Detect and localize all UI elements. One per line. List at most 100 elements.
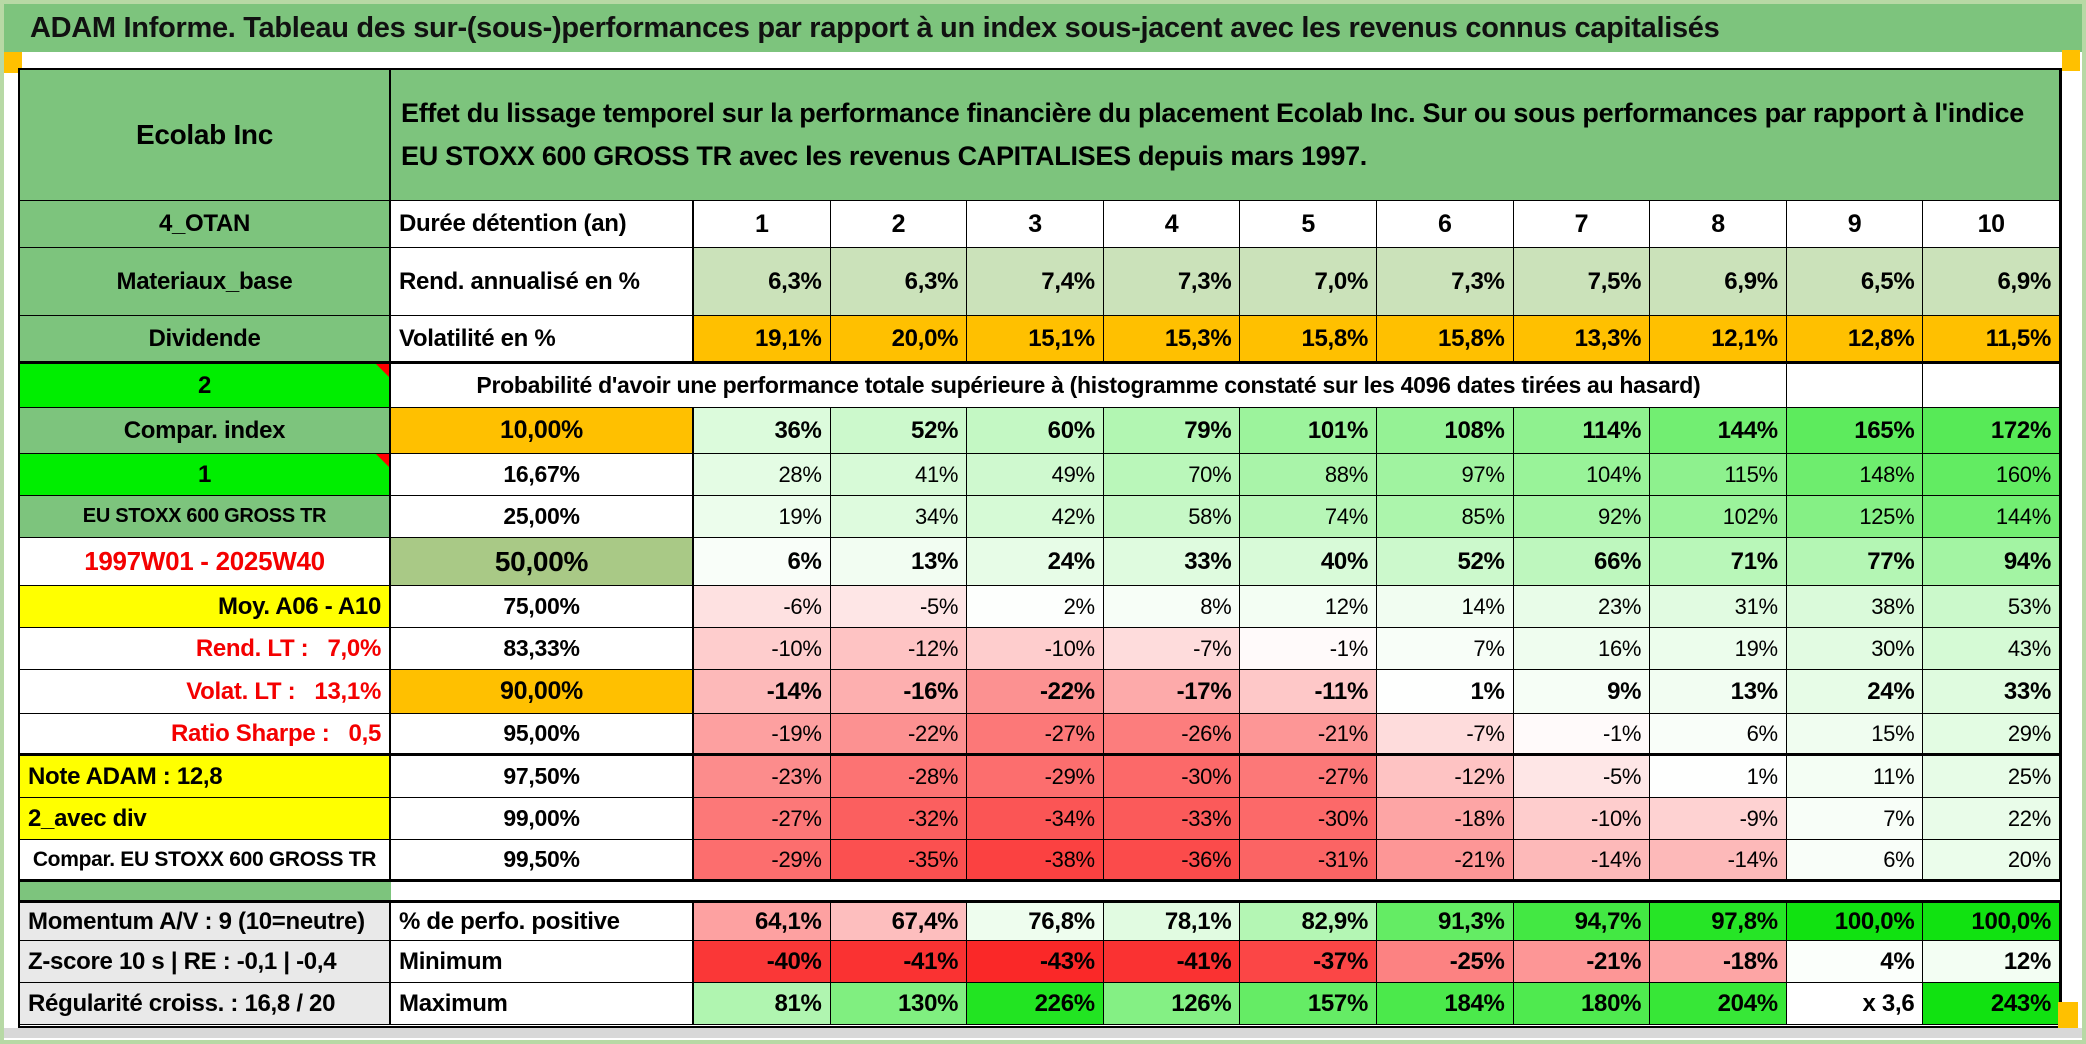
threshold-cell[interactable]: 95,00% — [391, 714, 694, 756]
data-cell[interactable]: 81% — [694, 983, 831, 1025]
data-cell[interactable]: 15,8% — [1377, 316, 1514, 364]
data-cell[interactable]: 6,3% — [830, 248, 968, 316]
data-cell[interactable]: -40% — [694, 941, 831, 983]
data-cell[interactable]: 100,0% — [1923, 900, 2060, 941]
data-cell[interactable]: 29% — [1923, 714, 2060, 756]
summary-label-cell[interactable]: Z-score 10 s | RE : -0,1 | -0,4 — [20, 941, 391, 983]
threshold-cell[interactable]: 99,00% — [391, 798, 694, 840]
data-cell[interactable]: 19,1% — [694, 316, 831, 364]
data-cell[interactable]: -12% — [1377, 756, 1514, 798]
data-cell[interactable]: -33% — [1103, 798, 1241, 840]
data-cell[interactable]: -16% — [830, 670, 968, 714]
separator-cell[interactable] — [391, 882, 2060, 900]
data-cell[interactable]: 6,9% — [1923, 248, 2060, 316]
metric-label-cell[interactable]: Maximum — [391, 983, 694, 1025]
column-header-cell[interactable]: 4 — [1103, 201, 1241, 248]
data-cell[interactable]: 78,1% — [1103, 900, 1241, 941]
data-cell[interactable]: 130% — [830, 983, 968, 1025]
data-cell[interactable]: 42% — [967, 496, 1104, 538]
data-cell[interactable]: 41% — [830, 454, 968, 496]
data-cell[interactable]: -1% — [1513, 714, 1651, 756]
data-cell[interactable]: 70% — [1103, 454, 1241, 496]
data-cell[interactable]: -11% — [1240, 670, 1377, 714]
data-cell[interactable]: 104% — [1513, 454, 1651, 496]
data-cell[interactable]: -5% — [830, 586, 968, 628]
data-cell[interactable]: 24% — [967, 538, 1104, 586]
row-label-cell[interactable]: Volat. LT : 13,1% — [20, 670, 391, 714]
row-label-cell[interactable]: Dividende — [20, 316, 391, 364]
data-cell[interactable]: 7,5% — [1513, 248, 1651, 316]
data-cell[interactable]: -32% — [830, 798, 968, 840]
data-cell[interactable]: 7% — [1377, 628, 1514, 670]
summary-label-cell[interactable]: Régularité croiss. : 16,8 / 20 — [20, 983, 391, 1025]
data-cell[interactable]: 13,3% — [1513, 316, 1651, 364]
data-cell[interactable]: 144% — [1650, 408, 1787, 454]
data-cell[interactable]: 226% — [967, 983, 1104, 1025]
data-cell[interactable]: 102% — [1650, 496, 1787, 538]
column-header-cell[interactable]: 6 — [1377, 201, 1514, 248]
data-cell[interactable]: 16% — [1513, 628, 1651, 670]
data-cell[interactable]: 58% — [1103, 496, 1241, 538]
data-cell[interactable]: 97% — [1377, 454, 1514, 496]
data-cell[interactable]: -21% — [1377, 840, 1514, 882]
data-cell[interactable]: -7% — [1377, 714, 1514, 756]
data-cell[interactable]: 49% — [967, 454, 1104, 496]
data-cell[interactable]: -5% — [1513, 756, 1651, 798]
row-label-cell[interactable]: 4_OTAN — [20, 201, 391, 248]
data-cell[interactable]: 71% — [1650, 538, 1787, 586]
data-cell[interactable]: 15,8% — [1240, 316, 1377, 364]
data-cell[interactable]: 15,3% — [1103, 316, 1241, 364]
data-cell[interactable]: -1% — [1240, 628, 1377, 670]
column-header-cell[interactable]: 2 — [830, 201, 968, 248]
data-cell[interactable]: 243% — [1923, 983, 2060, 1025]
data-cell[interactable]: 91,3% — [1377, 900, 1514, 941]
data-cell[interactable]: -22% — [830, 714, 968, 756]
data-cell[interactable]: 115% — [1650, 454, 1787, 496]
data-cell[interactable]: -17% — [1103, 670, 1241, 714]
data-cell[interactable]: -9% — [1650, 798, 1787, 840]
data-cell[interactable]: 12% — [1240, 586, 1377, 628]
data-cell[interactable]: -35% — [830, 840, 968, 882]
data-cell[interactable]: 14% — [1377, 586, 1514, 628]
description-cell[interactable]: Effet du lissage temporel sur la perform… — [391, 70, 2060, 201]
data-cell[interactable]: -43% — [967, 941, 1104, 983]
data-cell[interactable]: 7,3% — [1103, 248, 1241, 316]
probability-caption-cell[interactable]: Probabilité d'avoir une performance tota… — [391, 364, 1787, 408]
metric-label-cell[interactable]: Rend. annualisé en % — [391, 248, 694, 316]
data-cell[interactable]: 88% — [1240, 454, 1377, 496]
data-cell[interactable]: -36% — [1103, 840, 1241, 882]
data-cell[interactable]: 15,1% — [967, 316, 1104, 364]
data-cell[interactable]: -10% — [967, 628, 1104, 670]
data-cell[interactable]: -6% — [694, 586, 831, 628]
row-label-cell[interactable]: 2_avec div — [20, 798, 391, 840]
data-cell[interactable]: 40% — [1240, 538, 1377, 586]
spreadsheet-table[interactable]: Ecolab Inc Effet du lissage temporel sur … — [18, 68, 2062, 1028]
column-header-cell[interactable]: 7 — [1513, 201, 1651, 248]
data-cell[interactable]: 85% — [1377, 496, 1514, 538]
data-cell[interactable]: 11% — [1786, 756, 1924, 798]
column-header-cell[interactable]: 1 — [694, 201, 831, 248]
data-cell[interactable]: 38% — [1786, 586, 1924, 628]
data-cell[interactable]: 1% — [1377, 670, 1514, 714]
data-cell[interactable]: 92% — [1513, 496, 1651, 538]
column-header-cell[interactable]: 5 — [1240, 201, 1377, 248]
row-label-cell[interactable]: EU STOXX 600 GROSS TR — [20, 496, 391, 538]
data-cell[interactable]: -12% — [830, 628, 968, 670]
data-cell[interactable]: 12,1% — [1650, 316, 1787, 364]
data-cell[interactable]: -30% — [1103, 756, 1241, 798]
data-cell[interactable]: 4% — [1786, 941, 1924, 983]
data-cell[interactable]: 94% — [1923, 538, 2060, 586]
data-cell[interactable]: 8% — [1103, 586, 1241, 628]
row-label-cell[interactable]: 1997W01 - 2025W40 — [20, 538, 391, 586]
data-cell[interactable]: 160% — [1923, 454, 2060, 496]
data-cell[interactable]: 67,4% — [830, 900, 968, 941]
data-cell[interactable]: -19% — [694, 714, 831, 756]
data-cell[interactable]: 77% — [1786, 538, 1924, 586]
data-cell[interactable]: -27% — [694, 798, 831, 840]
data-cell[interactable]: 9% — [1513, 670, 1651, 714]
data-cell[interactable]: 100,0% — [1786, 900, 1924, 941]
instrument-cell[interactable]: Ecolab Inc — [20, 70, 391, 201]
threshold-cell[interactable]: 25,00% — [391, 496, 694, 538]
threshold-cell[interactable]: 50,00% — [391, 538, 694, 586]
data-cell[interactable]: -18% — [1377, 798, 1514, 840]
